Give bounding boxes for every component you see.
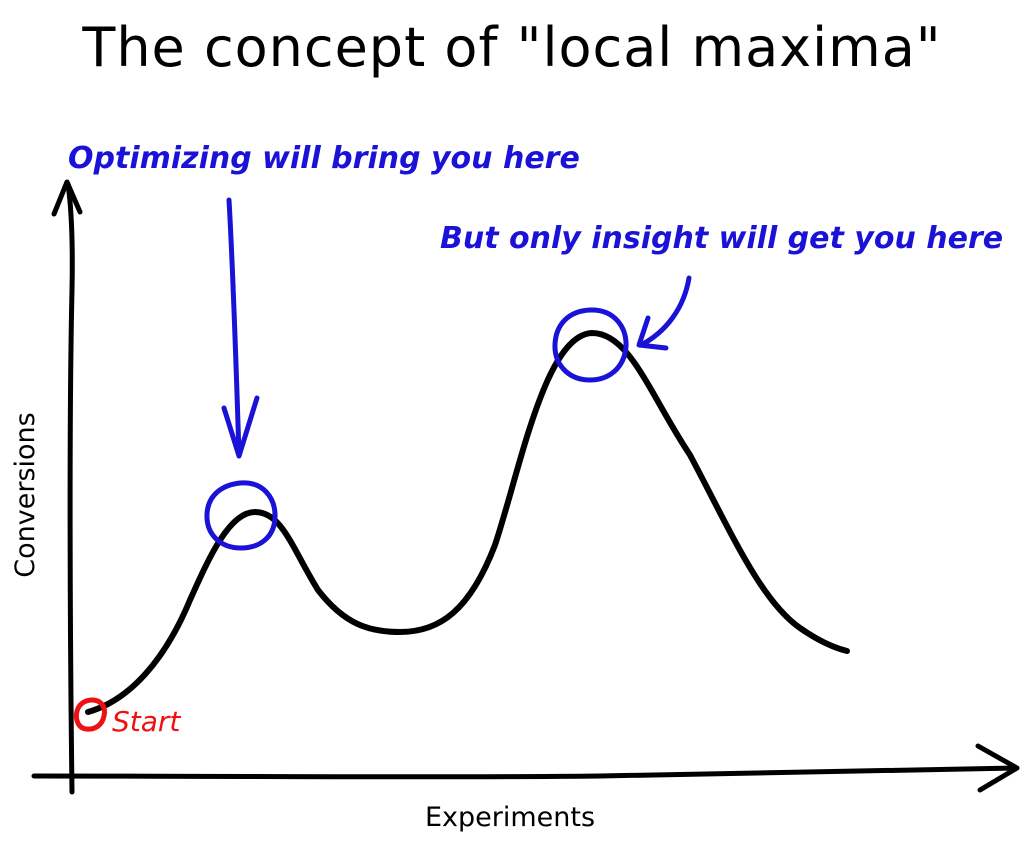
global-peak-circle [552, 307, 629, 383]
y-axis [65, 181, 75, 795]
conversion-curve [85, 330, 850, 715]
x-axis-arrowhead [975, 743, 1020, 793]
global-peak-arrow [638, 275, 692, 348]
global-peak-annotation: But only insight will get you here [440, 221, 1003, 256]
local-peak-annotation: Optimizing will bring you here [68, 141, 580, 176]
x-axis-label: Experiments [425, 802, 595, 833]
y-axis-label: Conversions [10, 412, 41, 577]
local-peak-circle [204, 480, 278, 551]
start-label: Start [112, 705, 181, 738]
local-peak-arrow [226, 197, 242, 458]
start-marker [73, 697, 107, 732]
diagram-title: The concept of "local maxima" [81, 16, 941, 79]
x-axis [31, 765, 1019, 780]
global-peak-arrowhead [636, 315, 669, 351]
local-peak-arrowhead [221, 395, 260, 459]
y-axis-arrowhead [51, 179, 83, 217]
